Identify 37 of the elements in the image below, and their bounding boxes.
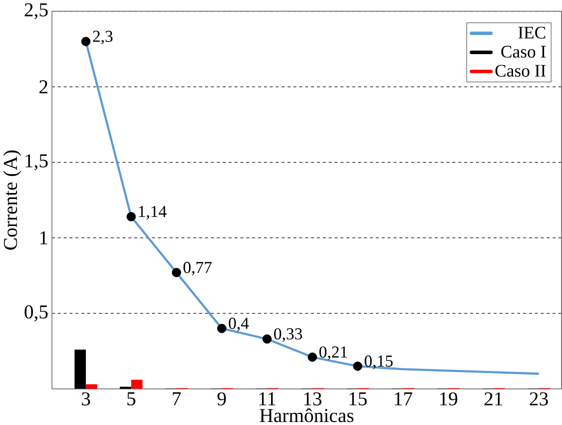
legend-label: Caso II	[495, 64, 546, 77]
bar	[131, 380, 142, 389]
point	[353, 361, 362, 371]
x-tick-label: 21	[484, 392, 502, 406]
y-tick-label: 0,5	[24, 305, 48, 322]
x-tick-label: 23	[530, 392, 548, 406]
y-tick-label: 2,5	[24, 3, 48, 20]
point	[308, 352, 317, 362]
x-tick-label: 11	[259, 392, 276, 406]
point	[172, 268, 182, 277]
x-tick-label: 19	[440, 392, 458, 406]
point	[262, 334, 272, 344]
data-label: 1,14	[139, 206, 167, 220]
x-axis-title: Harmônicas	[260, 408, 354, 422]
x-tick-label: 5	[127, 392, 136, 406]
x-tick-label: 9	[217, 392, 226, 406]
legend-label: IEC	[518, 26, 546, 38]
x-tick-label: 17	[394, 392, 412, 406]
data-label: 0,77	[184, 262, 212, 276]
point	[81, 36, 90, 46]
legend-label: Caso I	[501, 46, 546, 58]
data-label: 0,4	[228, 317, 249, 332]
bar	[74, 349, 86, 389]
x-tick-label: 13	[304, 392, 322, 406]
y-tick-label: 2	[39, 80, 48, 94]
data-label: 0,21	[319, 346, 347, 360]
data-label: 0,33	[274, 328, 302, 342]
x-tick-label: 3	[82, 392, 90, 406]
point	[126, 212, 136, 222]
point	[217, 324, 226, 333]
data-label: 2,3	[93, 30, 113, 44]
y-tick-label: 1,5	[26, 154, 48, 170]
y-axis-title: Corrente (A)	[3, 150, 22, 250]
x-tick-label: 7	[172, 392, 181, 405]
x-tick-label: 15	[350, 392, 367, 406]
y-tick-label: 1	[40, 231, 48, 244]
data-label: 0,15	[364, 355, 393, 369]
